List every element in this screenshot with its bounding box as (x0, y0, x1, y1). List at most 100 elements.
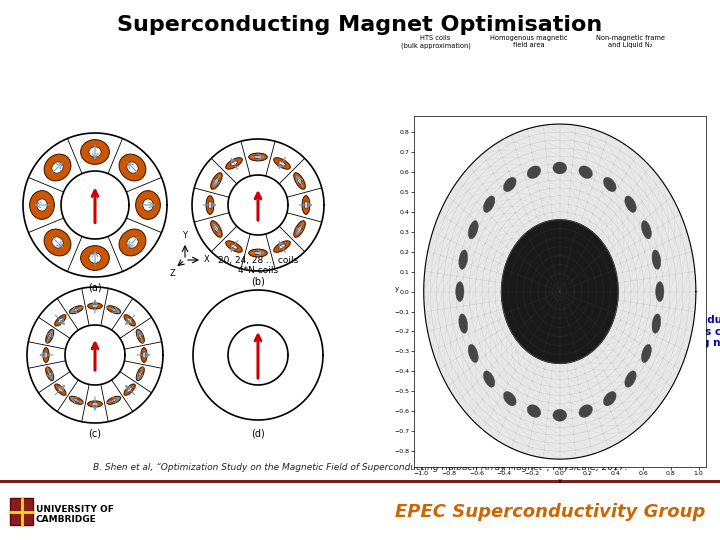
Ellipse shape (503, 177, 516, 192)
Ellipse shape (136, 329, 144, 343)
Ellipse shape (81, 246, 109, 271)
Ellipse shape (37, 199, 48, 211)
Ellipse shape (136, 367, 144, 381)
Text: CAMBRIDGE: CAMBRIDGE (36, 515, 96, 523)
Text: EPEC Superconductivity Group: EPEC Superconductivity Group (395, 503, 705, 521)
Text: →Without changing the total amount of superconductor,
optimisation on using incr: →Without changing the total amount of su… (417, 315, 720, 360)
Ellipse shape (92, 305, 98, 307)
Text: Superconducting Magnet Optimisation: Superconducting Magnet Optimisation (117, 15, 603, 35)
Ellipse shape (52, 162, 63, 173)
Ellipse shape (89, 253, 101, 263)
Ellipse shape (656, 282, 664, 301)
Ellipse shape (119, 229, 146, 256)
Ellipse shape (483, 196, 495, 212)
Ellipse shape (48, 371, 51, 377)
Text: (d): (d) (251, 428, 265, 438)
Ellipse shape (44, 229, 71, 256)
Ellipse shape (625, 196, 636, 212)
Ellipse shape (127, 387, 132, 392)
Ellipse shape (625, 371, 636, 387)
Ellipse shape (468, 345, 478, 362)
Ellipse shape (214, 226, 219, 233)
Text: Homogenous magnetic
field area: Homogenous magnetic field area (490, 35, 568, 48)
FancyBboxPatch shape (11, 498, 34, 525)
Ellipse shape (483, 371, 495, 387)
Ellipse shape (603, 392, 616, 406)
Ellipse shape (527, 166, 541, 179)
Ellipse shape (248, 153, 267, 161)
Ellipse shape (127, 162, 138, 173)
Ellipse shape (81, 140, 109, 164)
Ellipse shape (214, 178, 219, 185)
Ellipse shape (279, 244, 286, 249)
Ellipse shape (254, 251, 262, 255)
Ellipse shape (211, 221, 222, 237)
Text: HTS coils
(bulk approximation): HTS coils (bulk approximation) (400, 35, 471, 49)
Ellipse shape (603, 177, 616, 192)
Bar (0, 480, 720, 483)
Ellipse shape (579, 404, 593, 417)
Ellipse shape (89, 147, 101, 157)
Text: (c): (c) (89, 428, 102, 438)
Ellipse shape (111, 399, 117, 402)
Ellipse shape (302, 195, 310, 214)
Ellipse shape (294, 221, 305, 237)
Ellipse shape (55, 315, 66, 326)
Ellipse shape (58, 387, 63, 392)
Text: X: X (204, 254, 210, 264)
Ellipse shape (73, 399, 79, 402)
Ellipse shape (254, 156, 262, 159)
Ellipse shape (143, 199, 153, 211)
Ellipse shape (279, 161, 286, 166)
Ellipse shape (642, 345, 652, 362)
Ellipse shape (88, 401, 102, 407)
Ellipse shape (143, 352, 145, 358)
Polygon shape (502, 220, 618, 363)
Ellipse shape (225, 158, 243, 169)
Ellipse shape (206, 195, 214, 214)
Ellipse shape (211, 173, 222, 190)
Ellipse shape (138, 333, 142, 339)
Ellipse shape (553, 162, 567, 174)
Ellipse shape (579, 166, 593, 179)
Ellipse shape (138, 371, 142, 377)
Ellipse shape (297, 178, 302, 185)
Ellipse shape (69, 306, 84, 314)
Ellipse shape (468, 221, 478, 239)
Text: 20, 24, 28 … coils
4*N coils: 20, 24, 28 … coils 4*N coils (218, 255, 298, 275)
Ellipse shape (119, 154, 146, 181)
Ellipse shape (73, 308, 79, 312)
Ellipse shape (527, 404, 541, 417)
Text: (a): (a) (88, 282, 102, 292)
Ellipse shape (225, 241, 243, 252)
Ellipse shape (456, 282, 464, 301)
Ellipse shape (124, 315, 135, 326)
Ellipse shape (652, 250, 661, 269)
Ellipse shape (44, 154, 71, 181)
Ellipse shape (135, 191, 161, 219)
Ellipse shape (92, 403, 98, 406)
Ellipse shape (297, 226, 302, 233)
Ellipse shape (45, 329, 54, 343)
Ellipse shape (52, 237, 63, 248)
Ellipse shape (48, 333, 51, 339)
Ellipse shape (124, 384, 135, 395)
Ellipse shape (274, 241, 290, 252)
Ellipse shape (294, 173, 305, 190)
Ellipse shape (503, 392, 516, 406)
Ellipse shape (30, 191, 55, 219)
Text: B. Shen et al, “Optimization Study on the Magnetic Field of Superconducting Halb: B. Shen et al, “Optimization Study on th… (93, 463, 627, 472)
X-axis label: x: x (558, 478, 562, 484)
Ellipse shape (45, 352, 48, 358)
Ellipse shape (107, 306, 121, 314)
Ellipse shape (305, 201, 307, 209)
Text: UNIVERSITY OF: UNIVERSITY OF (36, 504, 114, 514)
Text: Y: Y (182, 231, 187, 240)
Ellipse shape (45, 367, 54, 381)
Ellipse shape (127, 237, 138, 248)
Ellipse shape (230, 244, 238, 249)
Ellipse shape (88, 303, 102, 309)
Polygon shape (424, 124, 696, 459)
Ellipse shape (230, 161, 238, 166)
Text: (b): (b) (251, 276, 265, 286)
